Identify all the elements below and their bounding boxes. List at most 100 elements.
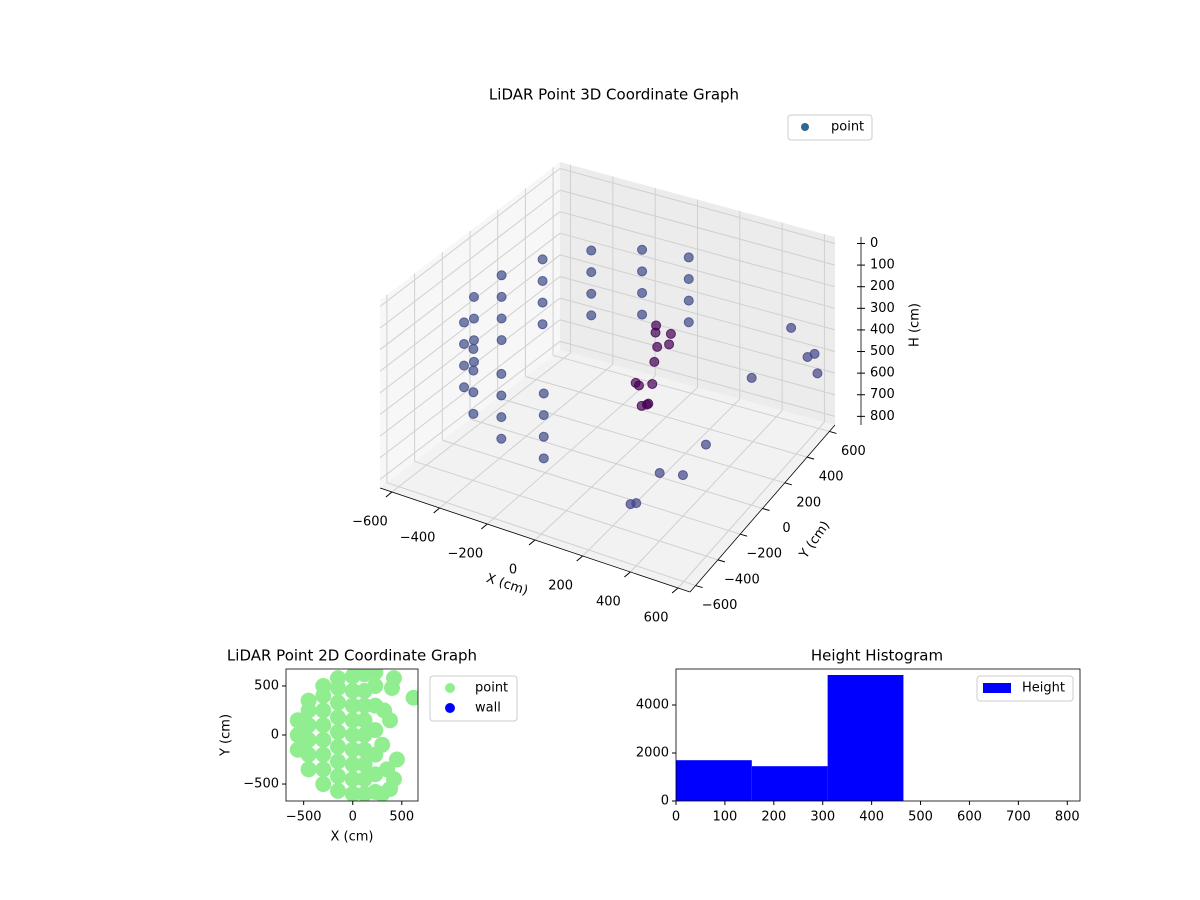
z-tick-label: 100 — [870, 258, 895, 273]
grid-line — [379, 254, 561, 394]
point — [330, 694, 347, 711]
point — [367, 677, 384, 694]
y-tick — [829, 430, 837, 434]
point — [649, 356, 660, 367]
z-tick-label: 500 — [870, 344, 895, 359]
point — [315, 761, 332, 778]
y-tick-label: 0 — [271, 728, 279, 743]
point — [537, 254, 548, 265]
legend-marker — [445, 683, 455, 693]
point — [344, 682, 361, 699]
point — [315, 776, 332, 793]
point — [641, 399, 652, 410]
grid-line — [525, 376, 808, 458]
point — [315, 731, 332, 748]
y-tick — [717, 559, 726, 563]
point — [459, 339, 470, 350]
point — [683, 274, 694, 285]
point — [496, 291, 507, 302]
point — [746, 372, 757, 383]
point — [812, 368, 823, 379]
y-tick — [695, 585, 703, 589]
z-tick-label: 0 — [870, 236, 878, 251]
point — [537, 319, 548, 330]
legend-label: wall — [475, 701, 501, 716]
grid-line — [559, 211, 836, 288]
point — [300, 761, 317, 778]
x-axis-label: X (cm) — [331, 830, 374, 845]
point — [496, 313, 507, 324]
x-tick-label: 800 — [1055, 810, 1080, 825]
point — [652, 341, 663, 352]
bar — [676, 760, 752, 801]
point — [330, 768, 347, 785]
point — [330, 724, 347, 741]
point — [300, 731, 317, 748]
x-tick-label: −600 — [352, 515, 388, 530]
point — [300, 717, 317, 734]
point — [496, 390, 507, 401]
point — [376, 702, 393, 719]
x-tick-label: −500 — [286, 810, 322, 825]
point — [664, 339, 675, 350]
legend-label: point — [475, 681, 508, 696]
point — [344, 756, 361, 773]
point — [538, 453, 549, 464]
x-tick-label: 400 — [596, 595, 621, 610]
grid-line — [559, 254, 836, 331]
legend-box — [976, 675, 1074, 702]
y-tick — [740, 533, 748, 537]
x-tick — [480, 523, 488, 530]
grid-line — [386, 482, 696, 587]
point — [315, 677, 332, 694]
y-tick-label: 500 — [254, 678, 279, 693]
point — [586, 310, 597, 321]
grid-line — [559, 297, 836, 374]
point — [300, 692, 317, 709]
x-tick — [385, 491, 393, 498]
point — [385, 670, 402, 687]
x-tick-label: 300 — [810, 810, 835, 825]
point — [654, 467, 665, 478]
grid-line — [559, 340, 836, 417]
plot-area — [289, 669, 418, 801]
x-tick-label: 700 — [1006, 810, 1031, 825]
point — [330, 782, 347, 799]
grid-line — [379, 168, 561, 307]
x-tick — [528, 539, 536, 546]
point — [683, 317, 694, 328]
legend-marker — [983, 683, 1011, 693]
point — [496, 412, 507, 423]
x-tick-label: 0 — [509, 563, 517, 578]
point — [650, 327, 661, 338]
x-tick — [624, 571, 631, 578]
bar — [827, 675, 904, 801]
legend-box — [787, 114, 873, 141]
y-tick-label: 4000 — [636, 698, 669, 713]
y-tick-label: 400 — [819, 470, 844, 485]
grid-line — [559, 168, 836, 244]
point — [637, 266, 648, 277]
point — [468, 335, 479, 346]
chart-title: Height Histogram — [811, 647, 943, 665]
point — [330, 738, 347, 755]
point — [468, 365, 479, 376]
x-tick — [671, 587, 679, 594]
axis-line — [689, 424, 836, 593]
point — [496, 433, 507, 444]
x-tick — [433, 507, 440, 514]
point — [637, 287, 648, 298]
y-tick-label: −200 — [746, 547, 782, 562]
z-tick-label: 200 — [870, 279, 895, 294]
point — [586, 288, 597, 299]
x-tick-label: 200 — [761, 810, 786, 825]
point — [496, 335, 507, 346]
point — [496, 270, 507, 281]
z-tick-label: 800 — [870, 409, 895, 424]
point — [468, 408, 479, 419]
point — [356, 712, 373, 729]
axis-line — [379, 487, 691, 593]
y-tick-label: −600 — [702, 598, 738, 613]
legend-label: Height — [1022, 681, 1065, 696]
point — [405, 689, 418, 706]
